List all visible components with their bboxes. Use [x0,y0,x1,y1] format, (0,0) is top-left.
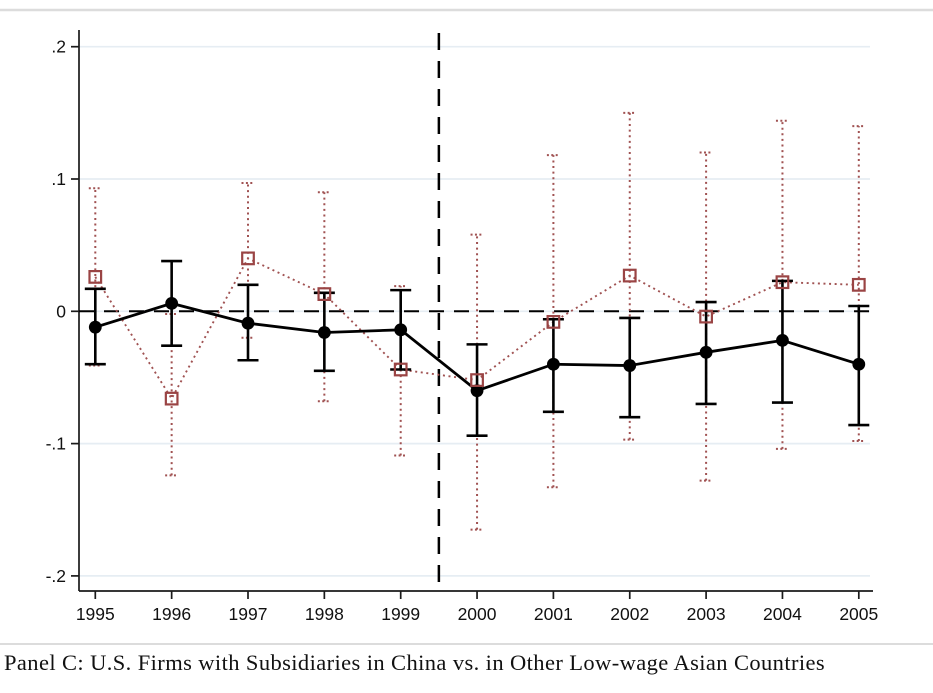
x-axis-tick-label: 2001 [534,604,573,624]
marker-red-square [393,362,408,377]
y-axis-tick-label: 0 [56,301,66,321]
marker-red-square [622,268,637,283]
y-axis-tick-label: -.1 [46,434,66,454]
marker-red-square [851,277,866,292]
x-axis-tick-label: 1998 [305,604,344,624]
x-axis-tick-label: 1995 [76,604,115,624]
marker-black-circle [470,384,484,398]
marker-black-circle [547,357,560,371]
marker-black-circle [852,357,866,371]
figure-caption: Panel C: U.S. Firms with Subsidiaries in… [4,650,826,675]
x-axis-tick-label: 2000 [458,604,497,624]
marker-red-square [470,373,484,387]
marker-black-circle [241,316,255,330]
x-axis-tick-label: 1999 [381,604,420,624]
marker-black-circle [317,326,331,339]
x-axis-tick-label: 1996 [152,604,191,624]
marker-red-square [88,270,103,284]
y-axis-tick-label: .2 [51,37,66,57]
x-axis-tick-label: 2005 [839,604,878,624]
x-axis-tick-label: 2003 [687,604,726,624]
x-axis-tick-label: 1997 [229,604,268,624]
y-axis-tick-label: .1 [51,169,66,189]
marker-black-circle [623,359,637,372]
marker-red-square [699,309,713,324]
marker-black-circle [699,345,713,359]
x-axis-tick-label: 2002 [610,604,649,624]
event-study-chart: .2 .1 0 -.1 -.2 1995 1996 1997 1998 1999 2000 2001 2… [0,8,933,645]
marker-black-circle [776,334,789,347]
marker-red-square [546,314,561,329]
marker-red-square [775,275,790,290]
marker-red-square [164,391,179,406]
marker-black-circle [394,323,408,337]
y-axis-tick-label: -.2 [46,566,66,586]
marker-red-square [241,251,255,266]
marker-black-circle [165,296,179,310]
marker-black-circle [88,320,102,334]
x-axis-tick-label: 2004 [763,604,802,624]
marker-red-square [317,287,332,302]
